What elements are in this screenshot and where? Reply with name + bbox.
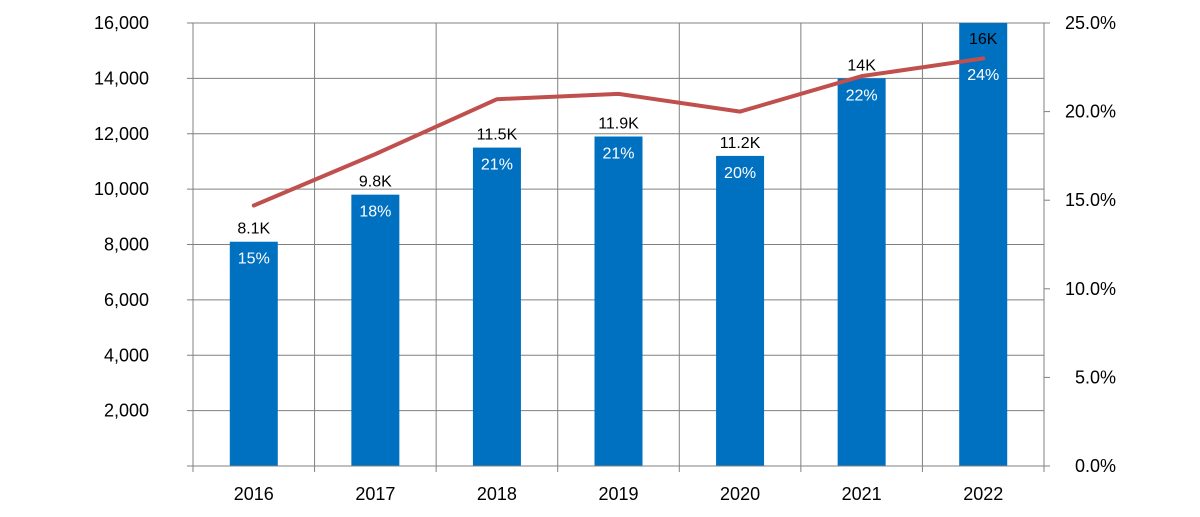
data-labels: 8.1K 9.8K 11.5K 11.9K 11.2K 14K 16K 15% 18% 21% 21… (237, 31, 999, 268)
bar-2021 (837, 78, 886, 466)
x-tick-label: 2020 (720, 484, 760, 504)
x-tick-label: 2018 (477, 484, 517, 504)
line-series (251, 56, 986, 208)
bar-2018 (472, 147, 521, 466)
bar-value-label: 9.8K (359, 174, 392, 191)
y-left-tick-label: 4,000 (104, 345, 149, 365)
y-left-tick-label: 2,000 (104, 401, 149, 421)
percent-label: 21% (481, 157, 513, 174)
bar-2019 (594, 136, 643, 467)
x-tick-label: 2021 (842, 484, 882, 504)
bar-value-label: 8.1K (237, 221, 270, 238)
percent-label: 24% (967, 67, 999, 84)
y-right-tick-label: 5.0% (1075, 367, 1116, 387)
tick-labels: 2,000 4,000 6,000 8,000 10,000 12,000 14,000 16… (94, 13, 1116, 504)
bar-value-label: 11.9K (598, 116, 639, 133)
bar-value-label: 11.2K (720, 135, 761, 152)
bar-2022 (959, 23, 1008, 466)
y-right-tick-label: 0.0% (1075, 456, 1116, 476)
bar-2020 (716, 155, 765, 466)
y-right-tick-label: 15.0% (1065, 190, 1116, 210)
y-left-tick-label: 16,000 (94, 13, 149, 33)
y-left-tick-label: 10,000 (94, 179, 149, 199)
axes (187, 22, 1050, 472)
y-left-tick-label: 12,000 (94, 124, 149, 144)
bar-value-label: 11.5K (477, 127, 518, 144)
bar-2016 (229, 241, 278, 466)
x-tick-label: 2016 (234, 484, 274, 504)
percent-label: 21% (602, 146, 634, 163)
y-right-tick-label: 20.0% (1065, 102, 1116, 122)
percent-label: 20% (724, 165, 756, 182)
percent-label: 22% (846, 87, 878, 104)
bar-value-label: 16K (969, 31, 998, 48)
y-right-tick-label: 10.0% (1065, 279, 1116, 299)
bar-value-label: 14K (847, 57, 876, 74)
growth-line (251, 56, 986, 208)
y-left-tick-label: 8,000 (104, 235, 149, 255)
y-right-tick-label: 25.0% (1065, 13, 1116, 33)
y-left-tick-label: 14,000 (94, 68, 149, 88)
y-left-tick-label: 6,000 (104, 290, 149, 310)
bars (229, 23, 1008, 467)
x-tick-label: 2017 (355, 484, 395, 504)
x-tick-label: 2019 (598, 484, 638, 504)
bar-2017 (351, 194, 400, 466)
x-tick-label: 2022 (963, 484, 1003, 504)
percent-label: 15% (238, 251, 270, 268)
percent-label: 18% (359, 204, 391, 221)
